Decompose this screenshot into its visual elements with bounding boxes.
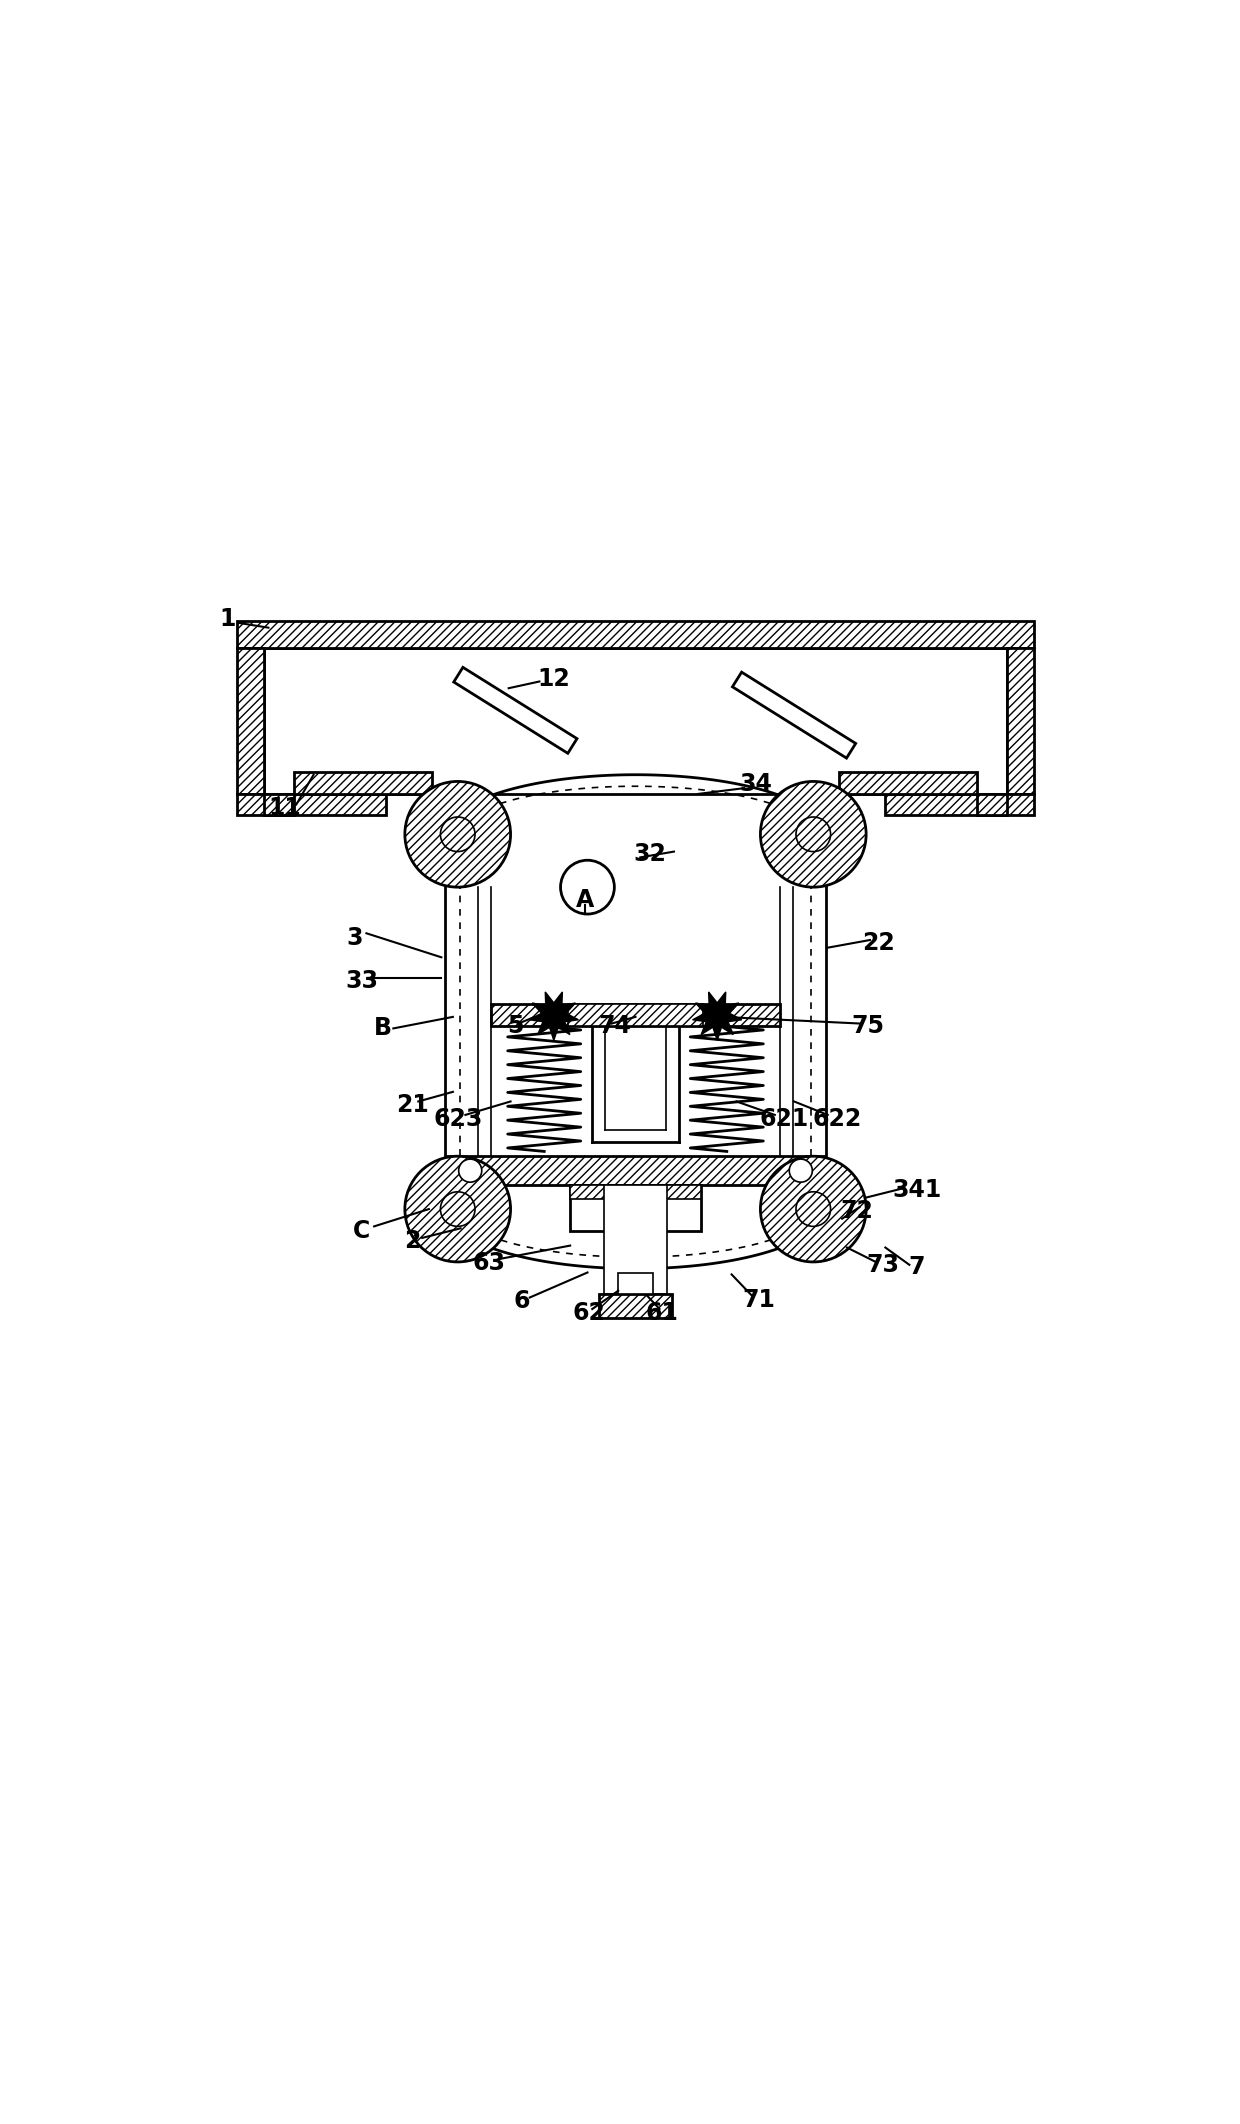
Circle shape (440, 818, 475, 852)
Text: 75: 75 (852, 1015, 884, 1039)
Text: 12: 12 (537, 667, 570, 690)
Text: 2: 2 (404, 1230, 420, 1253)
Text: A: A (575, 888, 594, 911)
Text: 63: 63 (472, 1251, 506, 1274)
Circle shape (459, 1160, 481, 1183)
Text: 72: 72 (839, 1200, 873, 1223)
Polygon shape (264, 771, 432, 816)
Text: 341: 341 (893, 1179, 941, 1202)
Bar (458, 835, 813, 1209)
Bar (619, 1272, 652, 1294)
Polygon shape (529, 992, 578, 1041)
Circle shape (796, 818, 831, 852)
Circle shape (560, 860, 614, 913)
Polygon shape (454, 667, 577, 754)
Bar (599, 1294, 672, 1317)
Bar (885, 794, 1034, 816)
Bar (446, 1155, 825, 1185)
Text: B: B (373, 1017, 392, 1041)
Circle shape (796, 1192, 831, 1226)
Text: 34: 34 (739, 773, 773, 796)
Bar (491, 1005, 780, 1026)
Circle shape (404, 782, 511, 888)
Circle shape (404, 1155, 511, 1262)
Polygon shape (839, 771, 1007, 816)
Polygon shape (733, 671, 856, 758)
Bar (570, 1185, 701, 1198)
Bar (237, 648, 264, 794)
Text: 11: 11 (268, 796, 301, 820)
Text: C: C (353, 1219, 371, 1243)
Text: 622: 622 (812, 1107, 862, 1130)
Text: 623: 623 (433, 1107, 482, 1130)
Polygon shape (693, 992, 742, 1041)
Bar (1007, 648, 1034, 794)
Text: 61: 61 (646, 1300, 678, 1325)
Text: 22: 22 (862, 930, 895, 956)
Text: 62: 62 (573, 1300, 606, 1325)
Text: 3: 3 (347, 926, 363, 949)
Bar (568, 1005, 703, 1026)
Circle shape (440, 1192, 475, 1226)
Text: 1: 1 (219, 607, 236, 631)
Text: 32: 32 (634, 841, 666, 864)
Text: 5: 5 (507, 1015, 523, 1039)
Text: 33: 33 (345, 969, 378, 994)
Text: 6: 6 (513, 1289, 531, 1313)
Bar (570, 1185, 701, 1232)
Circle shape (760, 782, 867, 888)
Bar (568, 1005, 703, 1026)
Text: 71: 71 (742, 1289, 775, 1313)
Text: 7: 7 (909, 1255, 925, 1279)
Text: 74: 74 (598, 1015, 631, 1039)
Text: 73: 73 (866, 1253, 899, 1277)
Bar (237, 620, 1034, 648)
Text: 621: 621 (760, 1107, 808, 1130)
Circle shape (789, 1160, 812, 1183)
Bar (264, 648, 1007, 794)
Bar (604, 1185, 667, 1294)
Bar (237, 794, 386, 816)
Circle shape (760, 1155, 867, 1262)
Text: 21: 21 (396, 1094, 429, 1117)
